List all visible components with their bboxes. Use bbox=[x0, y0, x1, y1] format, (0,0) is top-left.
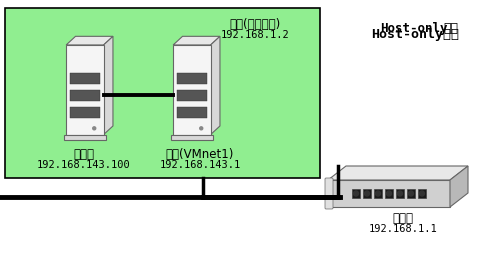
FancyBboxPatch shape bbox=[173, 45, 210, 135]
Circle shape bbox=[364, 191, 369, 196]
FancyBboxPatch shape bbox=[177, 107, 206, 118]
Text: Host-only方式: Host-only方式 bbox=[370, 28, 458, 41]
Circle shape bbox=[397, 191, 402, 196]
Text: 192.168.1.2: 192.168.1.2 bbox=[220, 30, 289, 40]
Polygon shape bbox=[173, 36, 220, 45]
Polygon shape bbox=[210, 36, 220, 135]
FancyBboxPatch shape bbox=[177, 90, 206, 101]
FancyBboxPatch shape bbox=[70, 90, 100, 101]
FancyBboxPatch shape bbox=[373, 189, 381, 198]
Polygon shape bbox=[171, 135, 212, 140]
Text: 宿主(VMnet1): 宿主(VMnet1) bbox=[165, 148, 234, 161]
Circle shape bbox=[386, 191, 391, 196]
FancyBboxPatch shape bbox=[351, 189, 359, 198]
FancyBboxPatch shape bbox=[5, 8, 319, 178]
FancyBboxPatch shape bbox=[66, 45, 103, 135]
Text: 宿主(物理网卡): 宿主(物理网卡) bbox=[229, 18, 280, 31]
FancyBboxPatch shape bbox=[70, 107, 100, 118]
FancyBboxPatch shape bbox=[406, 189, 414, 198]
Text: 虚拟机: 虚拟机 bbox=[73, 148, 94, 161]
Circle shape bbox=[199, 127, 203, 130]
FancyBboxPatch shape bbox=[70, 73, 100, 84]
Circle shape bbox=[407, 191, 413, 196]
Polygon shape bbox=[449, 166, 467, 207]
Text: Host-only: Host-only bbox=[379, 22, 447, 35]
Polygon shape bbox=[327, 180, 449, 207]
Circle shape bbox=[375, 191, 380, 196]
Polygon shape bbox=[66, 36, 113, 45]
Polygon shape bbox=[64, 135, 105, 140]
Text: 方式: 方式 bbox=[442, 22, 457, 35]
FancyBboxPatch shape bbox=[395, 189, 403, 198]
FancyBboxPatch shape bbox=[362, 189, 370, 198]
FancyBboxPatch shape bbox=[177, 73, 206, 84]
Text: 192.168.1.1: 192.168.1.1 bbox=[368, 224, 436, 234]
Circle shape bbox=[353, 191, 358, 196]
FancyBboxPatch shape bbox=[417, 189, 425, 198]
Text: 192.168.143.1: 192.168.143.1 bbox=[159, 160, 240, 170]
FancyBboxPatch shape bbox=[325, 178, 332, 209]
Text: 192.168.143.100: 192.168.143.100 bbox=[37, 160, 131, 170]
Text: 路由器: 路由器 bbox=[392, 212, 413, 225]
Circle shape bbox=[419, 191, 424, 196]
Circle shape bbox=[93, 127, 96, 130]
Polygon shape bbox=[327, 166, 467, 180]
Polygon shape bbox=[103, 36, 113, 135]
FancyBboxPatch shape bbox=[384, 189, 392, 198]
